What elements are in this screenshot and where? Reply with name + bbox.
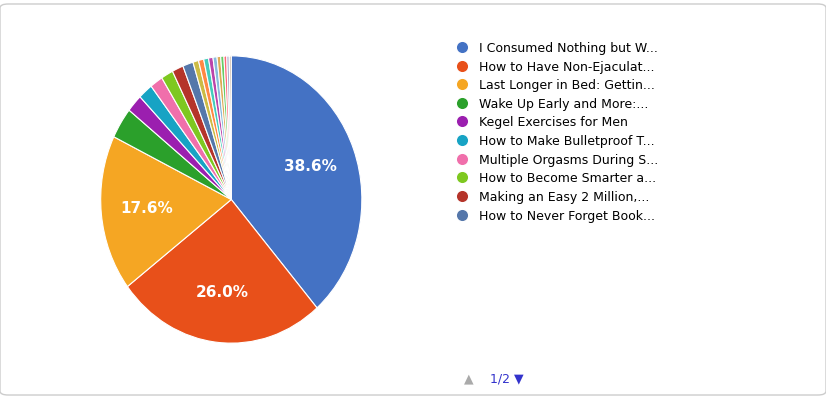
Text: 17.6%: 17.6% xyxy=(121,201,173,216)
Wedge shape xyxy=(227,56,231,200)
Wedge shape xyxy=(101,137,231,286)
Wedge shape xyxy=(183,62,231,200)
Wedge shape xyxy=(173,66,231,200)
Text: 38.6%: 38.6% xyxy=(284,159,337,174)
Wedge shape xyxy=(140,86,231,200)
Text: 26.0%: 26.0% xyxy=(196,285,249,300)
Legend: I Consumed Nothing but W..., How to Have Non-Ejaculat..., Last Longer in Bed: Ge: I Consumed Nothing but W..., How to Have… xyxy=(453,38,662,226)
Wedge shape xyxy=(217,56,231,199)
Wedge shape xyxy=(198,59,231,199)
Wedge shape xyxy=(231,56,362,308)
Wedge shape xyxy=(193,61,231,200)
Wedge shape xyxy=(129,97,231,200)
Wedge shape xyxy=(114,110,231,200)
Wedge shape xyxy=(162,71,231,200)
Wedge shape xyxy=(224,56,231,200)
Text: ▲: ▲ xyxy=(464,372,474,385)
Wedge shape xyxy=(221,56,231,199)
Wedge shape xyxy=(230,56,231,200)
Wedge shape xyxy=(204,58,231,199)
Wedge shape xyxy=(213,57,231,199)
Wedge shape xyxy=(208,57,231,199)
Wedge shape xyxy=(151,78,231,200)
Wedge shape xyxy=(127,200,317,343)
Text: 1/2 ▼: 1/2 ▼ xyxy=(490,372,524,385)
